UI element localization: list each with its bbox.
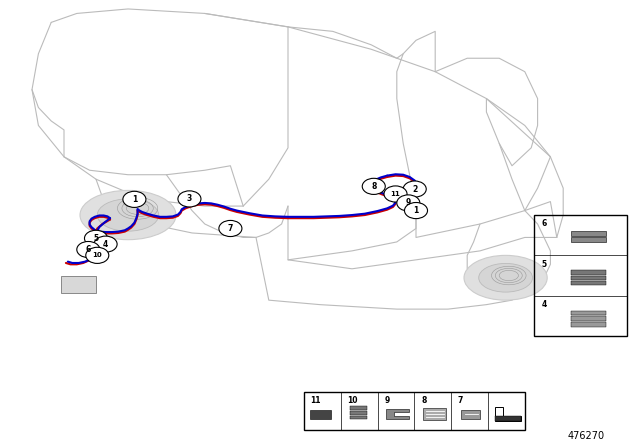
Circle shape: [404, 202, 428, 219]
FancyBboxPatch shape: [349, 406, 367, 409]
FancyBboxPatch shape: [349, 416, 367, 419]
Circle shape: [94, 236, 117, 252]
FancyBboxPatch shape: [61, 276, 96, 293]
Circle shape: [123, 191, 146, 207]
Text: 4: 4: [542, 300, 547, 309]
FancyBboxPatch shape: [571, 237, 606, 242]
Polygon shape: [495, 416, 521, 421]
FancyBboxPatch shape: [571, 276, 606, 280]
FancyBboxPatch shape: [571, 270, 606, 275]
Ellipse shape: [464, 255, 547, 300]
Circle shape: [362, 178, 385, 194]
Circle shape: [219, 220, 242, 237]
Text: 4: 4: [103, 240, 108, 249]
Text: 6: 6: [542, 220, 547, 228]
Circle shape: [384, 186, 407, 202]
Text: 5: 5: [93, 234, 99, 243]
Text: 3: 3: [187, 194, 192, 203]
FancyBboxPatch shape: [571, 310, 606, 315]
Text: 9: 9: [384, 396, 390, 405]
Text: 8: 8: [421, 396, 426, 405]
Text: 2: 2: [412, 185, 417, 194]
FancyBboxPatch shape: [571, 322, 606, 327]
Text: 1: 1: [413, 206, 419, 215]
Text: 7: 7: [458, 396, 463, 405]
Text: 10: 10: [92, 252, 102, 258]
FancyBboxPatch shape: [571, 231, 606, 236]
Text: 7: 7: [228, 224, 233, 233]
Circle shape: [86, 247, 109, 263]
FancyBboxPatch shape: [571, 316, 606, 321]
Circle shape: [397, 195, 420, 211]
Circle shape: [403, 181, 426, 197]
Polygon shape: [495, 407, 521, 421]
Text: 6: 6: [86, 245, 91, 254]
FancyBboxPatch shape: [310, 409, 331, 418]
Ellipse shape: [80, 190, 176, 240]
Text: 8: 8: [371, 182, 376, 191]
Ellipse shape: [97, 199, 159, 231]
Circle shape: [77, 241, 100, 258]
Text: 10: 10: [348, 396, 358, 405]
Text: 5: 5: [542, 260, 547, 269]
Text: 11: 11: [390, 191, 401, 197]
Text: 1: 1: [132, 195, 137, 204]
Text: 9: 9: [406, 198, 411, 207]
Circle shape: [84, 230, 108, 246]
Circle shape: [178, 191, 201, 207]
FancyBboxPatch shape: [461, 409, 481, 419]
FancyBboxPatch shape: [423, 408, 446, 420]
Text: 11: 11: [310, 396, 321, 405]
Polygon shape: [387, 409, 410, 419]
Text: 476270: 476270: [568, 431, 605, 441]
FancyBboxPatch shape: [349, 411, 367, 414]
Ellipse shape: [479, 263, 532, 292]
FancyBboxPatch shape: [571, 281, 606, 285]
